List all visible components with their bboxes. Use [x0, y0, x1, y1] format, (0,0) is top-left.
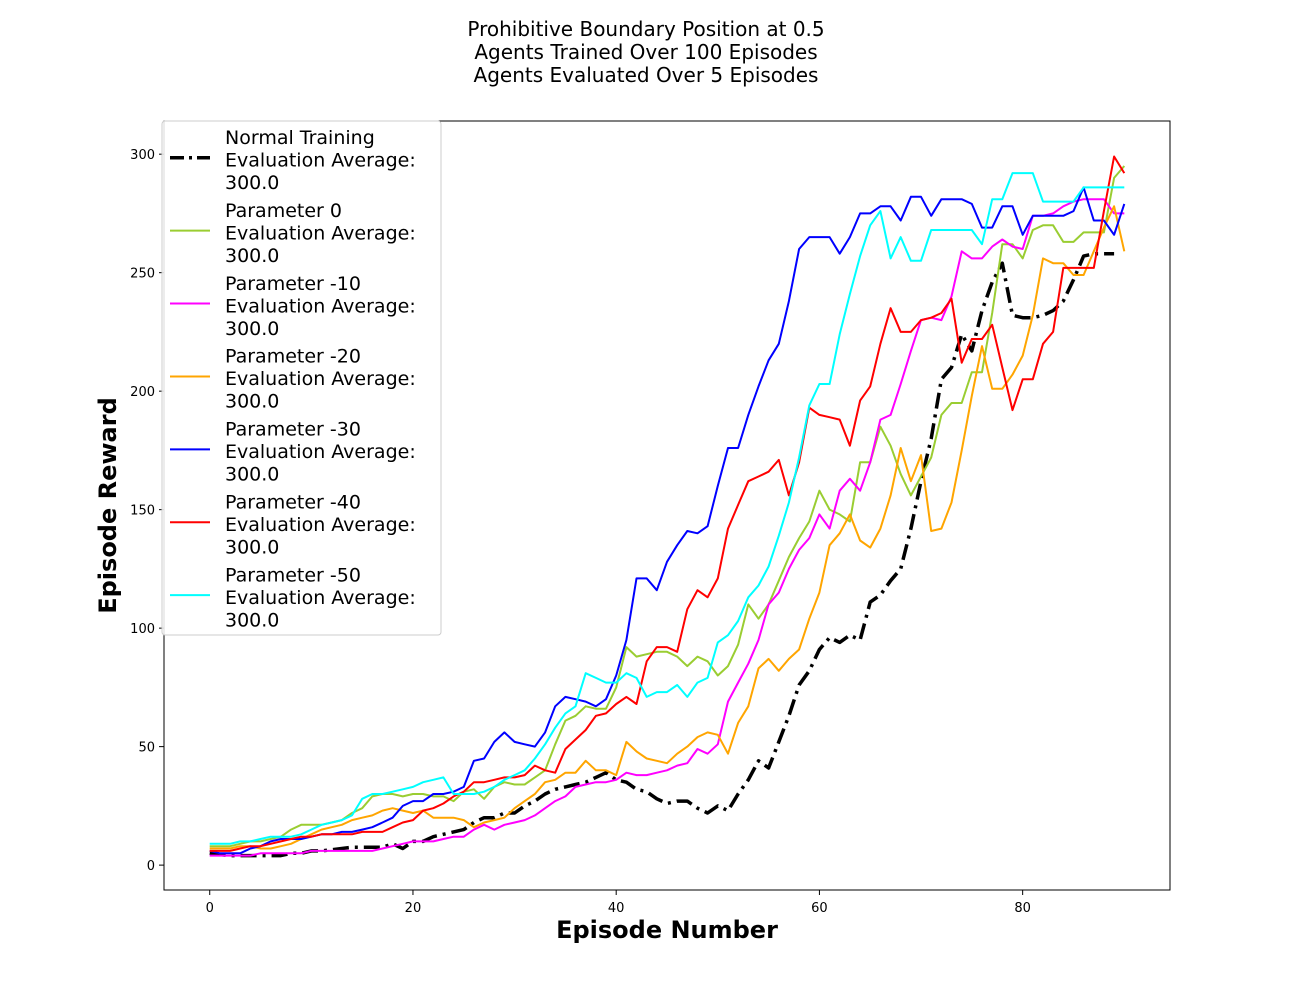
- legend-label-3-0: Parameter -20: [225, 346, 361, 368]
- y-tick-label: 300: [130, 148, 155, 163]
- legend-label-0-0: Normal Training: [225, 127, 375, 149]
- legend-label-4-1: Evaluation Average:: [225, 441, 416, 463]
- y-tick-label: 250: [130, 267, 155, 282]
- series-line-5: [209, 155, 1126, 852]
- legend-label-1-2: 300.0: [225, 245, 279, 267]
- legend-label-2-1: Evaluation Average:: [225, 295, 416, 317]
- x-tick-label: 0: [206, 901, 214, 916]
- x-tick-label: 40: [608, 901, 625, 916]
- legend-label-1-1: Evaluation Average:: [225, 222, 416, 244]
- x-tick-label: 20: [405, 901, 422, 916]
- series-line-4: [209, 186, 1126, 855]
- y-tick-label: 0: [147, 859, 155, 874]
- series-line-6: [209, 172, 1125, 845]
- x-tick-label: 60: [811, 901, 828, 916]
- legend-label-0-2: 300.0: [225, 172, 279, 194]
- series-line-3: [209, 205, 1126, 850]
- series-line-0: [209, 251, 1115, 858]
- legend-label-4-2: 300.0: [225, 464, 279, 486]
- y-tick-label: 50: [138, 741, 155, 756]
- legend-label-6-1: Evaluation Average:: [225, 587, 416, 609]
- legend-label-6-0: Parameter -50: [225, 564, 361, 586]
- legend-label-1-0: Parameter 0: [225, 200, 342, 222]
- legend-label-5-1: Evaluation Average:: [225, 514, 416, 536]
- chart-title-line-0: Prohibitive Boundary Position at 0.5: [467, 17, 824, 41]
- legend-label-5-2: 300.0: [225, 537, 279, 559]
- y-tick-label: 200: [130, 385, 155, 400]
- chart-title-line-1: Agents Trained Over 100 Episodes: [474, 40, 817, 64]
- series-line-1: [209, 165, 1126, 848]
- legend-label-3-2: 300.0: [225, 391, 279, 413]
- y-tick-label: 150: [130, 504, 155, 519]
- legend-box: [161, 120, 442, 636]
- legend-label-3-1: Evaluation Average:: [225, 368, 416, 390]
- y-axis-label: Episode Reward: [94, 397, 122, 614]
- legend-label-4-0: Parameter -30: [225, 419, 361, 441]
- x-axis-label: Episode Number: [556, 916, 778, 944]
- x-tick-label: 80: [1014, 901, 1031, 916]
- legend: Normal Training Evaluation Average: 300.…: [161, 120, 442, 636]
- legend-label-2-2: 300.0: [225, 318, 279, 340]
- y-tick-label: 100: [130, 622, 155, 637]
- legend-label-2-0: Parameter -10: [225, 273, 361, 295]
- chart-title-line-2: Agents Evaluated Over 5 Episodes: [474, 63, 819, 87]
- legend-label-6-2: 300.0: [225, 609, 279, 631]
- legend-label-5-0: Parameter -40: [225, 492, 361, 514]
- series-line-2: [209, 198, 1125, 857]
- legend-label-0-1: Evaluation Average:: [225, 150, 416, 172]
